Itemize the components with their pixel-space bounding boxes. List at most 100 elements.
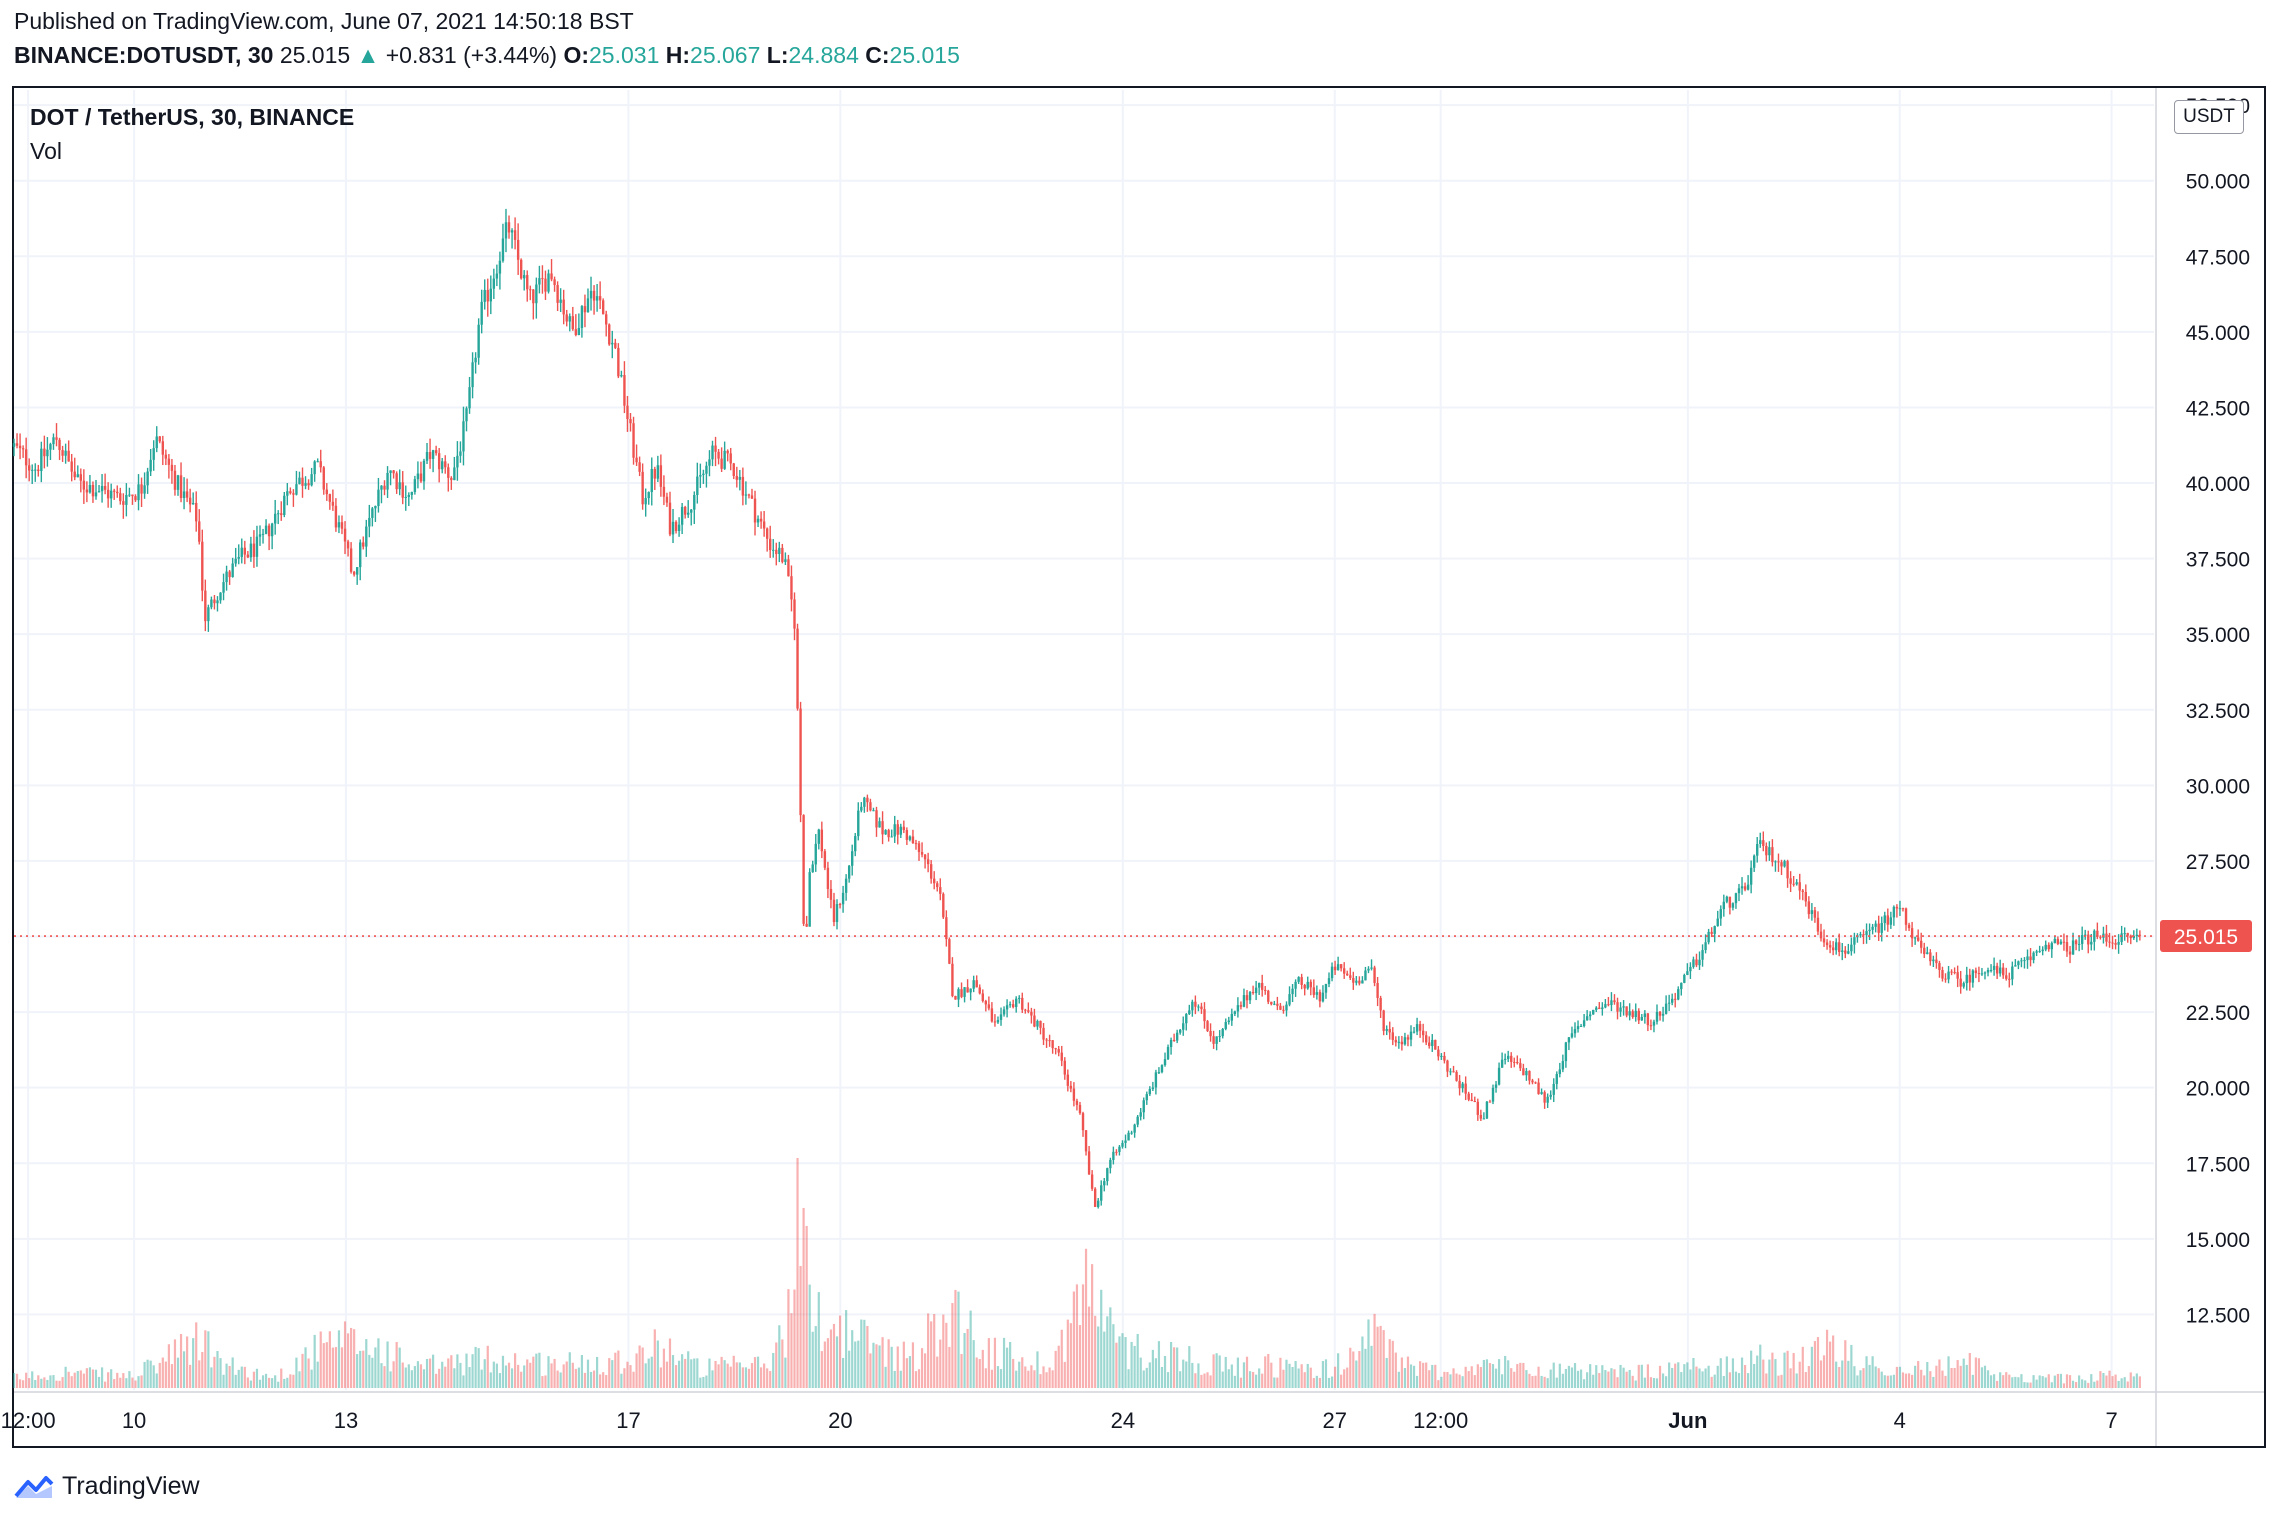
candle-body — [2014, 965, 2017, 967]
volume-bar — [37, 1375, 40, 1388]
volume-bar — [1750, 1350, 1753, 1388]
volume-bar — [681, 1354, 684, 1388]
candle-body — [492, 278, 496, 289]
candle-body — [1810, 910, 1814, 915]
candle-body — [1130, 1132, 1133, 1134]
candle-body — [295, 484, 298, 495]
candle-body — [562, 299, 565, 315]
candle-body — [1759, 840, 1762, 845]
candle-body — [1467, 1093, 1470, 1100]
candle-body — [1185, 1014, 1188, 1024]
volume-bar — [1570, 1367, 1574, 1388]
candle-body — [334, 505, 338, 528]
volume-bar — [835, 1336, 839, 1388]
volume-bar — [1825, 1329, 1829, 1388]
volume-bar — [350, 1327, 353, 1388]
volume-bar — [966, 1328, 969, 1388]
volume-bar — [1531, 1376, 1534, 1388]
candle-body — [1297, 977, 1300, 982]
candle-body — [550, 273, 553, 280]
candle-body — [164, 454, 168, 459]
candle-body — [1415, 1024, 1419, 1032]
volume-bar — [237, 1369, 240, 1388]
candle-body — [1464, 1083, 1467, 1094]
candle-body — [720, 458, 723, 469]
candle-body — [1087, 1151, 1091, 1175]
volume-bar — [1343, 1369, 1346, 1388]
candle-body — [1388, 1029, 1391, 1033]
volume-bar — [1816, 1337, 1820, 1388]
volume-bar — [1731, 1358, 1735, 1388]
candle-body — [659, 465, 663, 487]
high-value: 25.067 — [690, 42, 761, 68]
volume-bar — [1446, 1371, 1449, 1388]
volume-bar — [113, 1379, 116, 1388]
volume-bar — [759, 1367, 763, 1388]
candle-body — [1907, 924, 1911, 929]
change-value: +0.831 (+3.44%) — [385, 42, 558, 68]
volume-bar — [753, 1357, 757, 1388]
volume-bar — [1169, 1341, 1173, 1388]
candle-body — [1664, 1003, 1668, 1014]
candle-body — [67, 450, 70, 462]
candle-body — [1998, 967, 2002, 974]
currency-badge[interactable]: USDT — [2174, 100, 2244, 134]
volume-bar — [18, 1379, 22, 1388]
candle-body — [1355, 980, 1358, 983]
volume-bar — [535, 1353, 538, 1388]
volume-bar — [1652, 1378, 1656, 1388]
volume-bar — [1251, 1371, 1255, 1388]
candle-body — [1552, 1083, 1555, 1095]
candle-body — [386, 472, 389, 490]
candle-body — [1151, 1087, 1155, 1089]
candle-body — [981, 993, 984, 1001]
volume-bar — [1212, 1354, 1215, 1388]
candle-body — [1613, 1000, 1616, 1003]
volume-bar — [383, 1366, 386, 1388]
volume-bar — [1583, 1379, 1586, 1388]
candle-body — [70, 461, 73, 472]
volume-bar — [2008, 1374, 2011, 1388]
volume-bar — [407, 1364, 410, 1388]
volume-bar — [826, 1338, 830, 1388]
volume-bar — [1947, 1356, 1950, 1388]
candle-body — [826, 867, 830, 889]
candle-body — [814, 843, 817, 865]
volume-bar — [638, 1345, 641, 1388]
volume-bar — [1853, 1366, 1856, 1388]
volume-bar — [717, 1364, 720, 1388]
candle-body — [987, 1004, 991, 1009]
volume-bar — [1501, 1374, 1504, 1388]
volume-bar — [1300, 1364, 1303, 1388]
footer-brand[interactable]: TradingView — [14, 1466, 200, 1506]
candle-body — [1865, 931, 1868, 936]
volume-bar — [860, 1319, 863, 1388]
volume-bar — [2078, 1375, 2081, 1388]
volume-bar — [729, 1366, 732, 1388]
candle-body — [15, 443, 19, 446]
volume-bar — [1953, 1367, 1956, 1388]
volume-bar — [741, 1367, 744, 1388]
volume-bar — [122, 1373, 125, 1388]
chart-panel[interactable] — [12, 86, 2266, 1448]
candle-body — [1491, 1087, 1495, 1102]
candle-body — [410, 491, 414, 495]
volume-bar — [173, 1339, 177, 1388]
volume-bar — [1018, 1361, 1021, 1388]
volume-bar — [1476, 1364, 1479, 1388]
candle-body — [425, 452, 429, 461]
candle-body — [1409, 1031, 1413, 1040]
candle-body — [46, 449, 49, 457]
candle-body — [85, 489, 89, 493]
candle-body — [1500, 1059, 1504, 1068]
candle-body — [234, 558, 237, 564]
candle-body — [1139, 1112, 1142, 1117]
volume-bar — [735, 1362, 738, 1388]
volume-bar — [1613, 1369, 1616, 1388]
candle-body — [252, 543, 256, 557]
candle-body — [2135, 934, 2139, 937]
volume-bar — [1822, 1355, 1826, 1388]
candle-body — [1592, 1009, 1595, 1015]
candle-body — [1145, 1094, 1148, 1101]
